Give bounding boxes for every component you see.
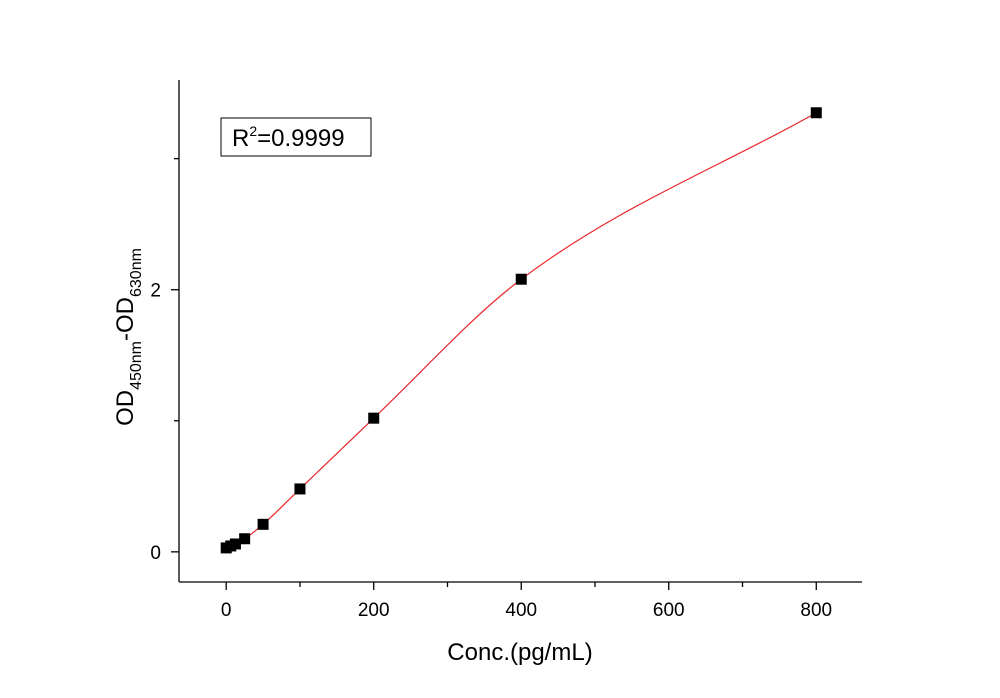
fit-curve-group	[225, 112, 817, 549]
x-tick-label: 0	[221, 600, 232, 621]
r-squared-text: R2=0.9999	[232, 123, 345, 152]
data-point	[239, 533, 251, 545]
data-point	[810, 107, 822, 119]
data-point	[257, 518, 269, 530]
fit-curve	[225, 112, 817, 549]
x-tick-label: 600	[653, 600, 685, 621]
data-point	[368, 412, 380, 424]
axes: 0 200 400 600 800 0 2	[150, 80, 862, 621]
x-tick-label: 800	[800, 600, 832, 621]
y-axis-title: OD450nm-OD630nm	[112, 248, 145, 426]
x-axis-title: Conc.(pg/mL)	[447, 639, 592, 666]
r-squared-annotation: R2=0.9999	[220, 117, 372, 157]
y-tick-label: 0	[150, 543, 161, 564]
data-point	[294, 483, 306, 495]
data-point	[515, 273, 527, 285]
x-tick-label: 200	[358, 600, 390, 621]
data-points	[220, 107, 822, 554]
data-point	[229, 538, 241, 550]
y-tick-label: 2	[150, 281, 161, 302]
x-tick-label: 400	[505, 600, 537, 621]
r-squared-box	[220, 117, 372, 157]
